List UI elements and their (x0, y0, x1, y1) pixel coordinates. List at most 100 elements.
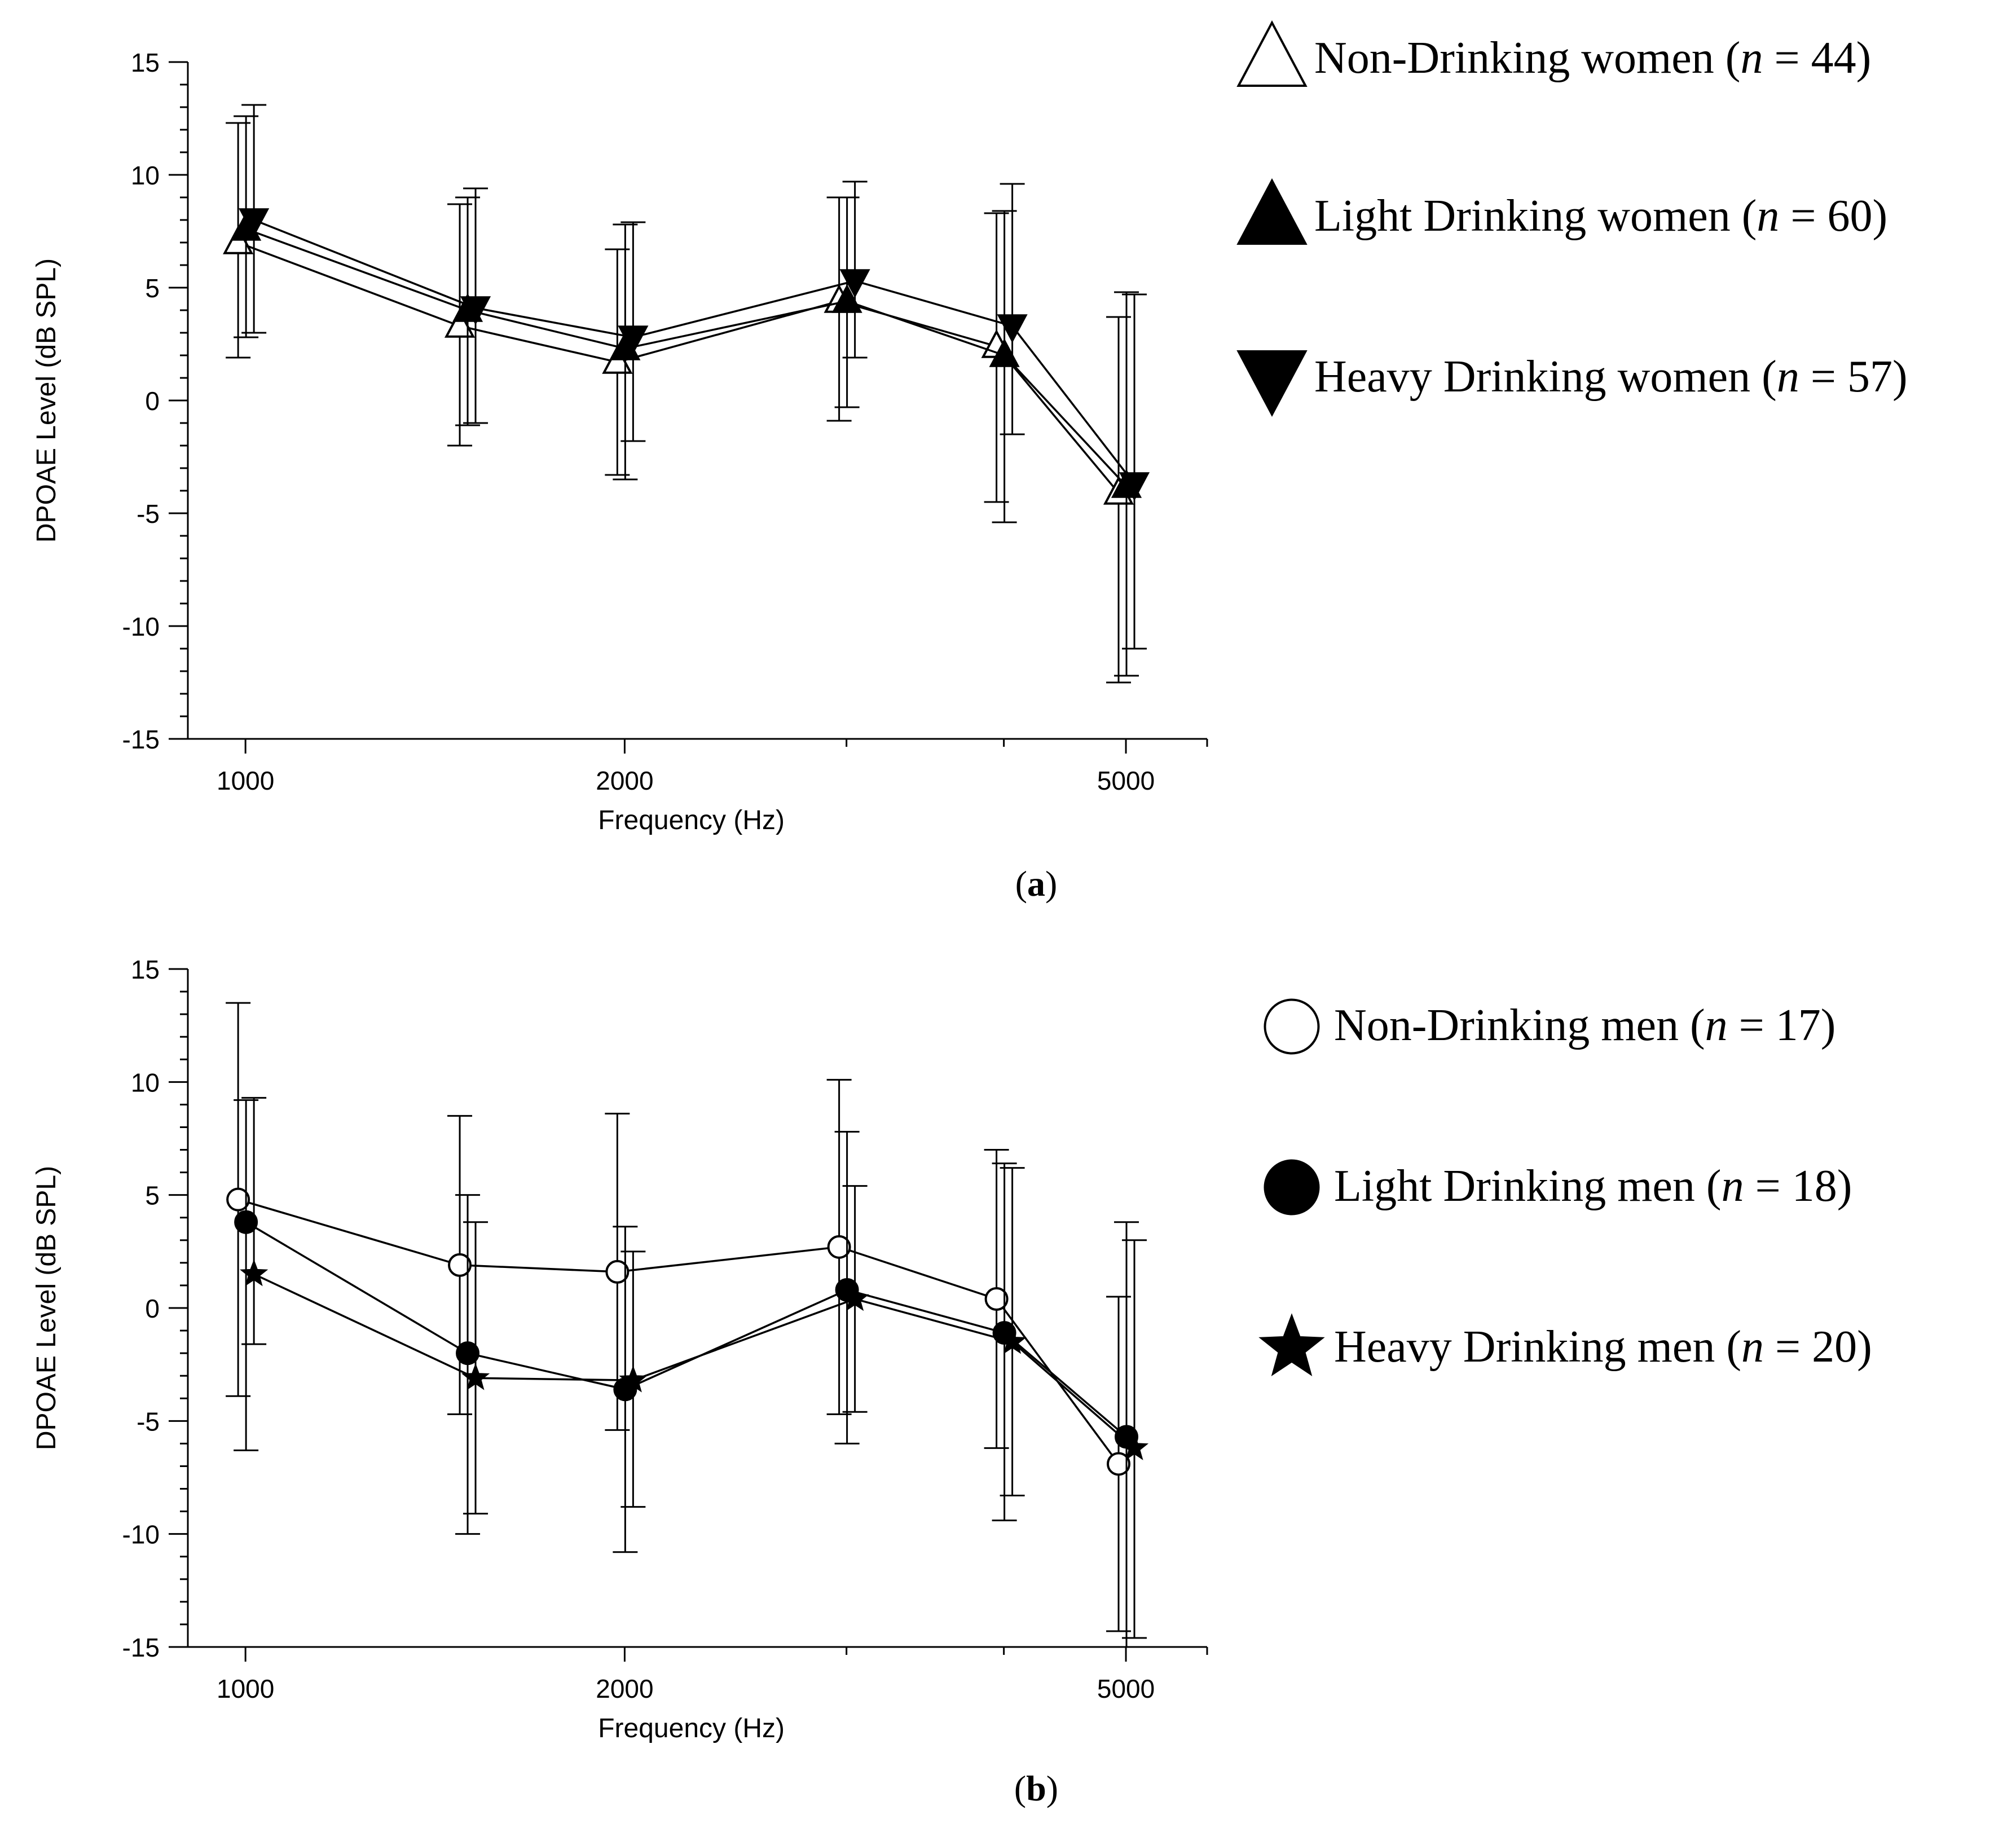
legend-item: Non-Drinking women (n = 44) (1236, 20, 1872, 87)
chart-panel-b: 15 10 5 0 -5 -10 -15 1000 2000 5000 Frequency (Hz)… (32, 955, 1872, 1808)
legend-item: Light Drinking men (n = 18) (1264, 1159, 1852, 1215)
legend-marker (1236, 178, 1308, 245)
series-2 (239, 104, 1150, 650)
caption-letter: a (1027, 864, 1045, 904)
data-point (619, 1365, 648, 1393)
y-tick-label: 15 (131, 955, 160, 984)
data-point (831, 284, 862, 313)
caption-close: ) (1045, 864, 1057, 904)
series-1 (234, 1099, 1139, 1648)
legend-marker (1236, 20, 1308, 87)
data-point (618, 325, 649, 355)
legend-count: 60 (1827, 191, 1872, 241)
legend-label: Light Drinking women (n = 60) (1314, 191, 1887, 241)
legend-item: Non-Drinking men (n = 17) (1264, 998, 1835, 1055)
legend-n-symbol: n (1777, 352, 1799, 402)
panel-caption: (a) (1015, 864, 1058, 904)
legend-item: Heavy Drinking men (n = 20) (1258, 1313, 1872, 1377)
legend-label: Light Drinking men (n = 18) (1334, 1161, 1852, 1211)
series-line (253, 219, 1135, 485)
data-point (444, 309, 476, 338)
y-axis-label: DPOAE Level (dB SPL) (32, 1166, 61, 1450)
data-point (448, 1253, 472, 1277)
legend-item: Heavy Drinking women (n = 57) (1236, 350, 1908, 417)
y-tick-label: -5 (137, 1407, 160, 1436)
data-point (840, 1284, 869, 1311)
series-line (245, 1221, 1128, 1438)
data-point (605, 1259, 630, 1284)
legend-name: Heavy Drinking men (1334, 1322, 1715, 1372)
legend: Non-Drinking women (n = 44)Light Drinkin… (1236, 20, 1908, 417)
y-tick-label: 0 (145, 386, 160, 416)
legend-paren-close: ) (1837, 1161, 1852, 1211)
legend-item: Light Drinking women (n = 60) (1236, 178, 1887, 245)
series-line (253, 1273, 1135, 1449)
x-tick-label: 1000 (217, 1674, 274, 1703)
y-tick-label: -10 (122, 1520, 160, 1549)
x-tick-label: 2000 (596, 1674, 653, 1703)
legend-paren-close: ) (1857, 1322, 1872, 1372)
legend-marker (1264, 1159, 1320, 1215)
data-point (239, 208, 270, 237)
legend-name: Non-Drinking men (1334, 1001, 1679, 1050)
legend-paren: ( (1679, 1001, 1705, 1050)
x-axis-label: Frequency (Hz) (598, 805, 785, 835)
y-tick-label: 10 (131, 1068, 160, 1097)
legend-count: 57 (1847, 352, 1892, 402)
caption-open: ( (1015, 864, 1027, 904)
data-point (1120, 1433, 1149, 1460)
y-tick-label: 5 (145, 1181, 160, 1210)
data-point (460, 296, 491, 325)
data-point (1107, 1452, 1131, 1476)
legend-paren: ( (1714, 33, 1741, 83)
legend-name: Light Drinking men (1334, 1161, 1695, 1211)
legend-n-symbol: n (1722, 1161, 1744, 1211)
legend-paren: ( (1731, 191, 1757, 241)
series-2 (239, 1096, 1149, 1639)
legend-paren: ( (1695, 1161, 1722, 1211)
legend-label: Heavy Drinking men (n = 20) (1334, 1322, 1872, 1372)
legend-paren: ( (1750, 352, 1777, 402)
x-tick-label: 5000 (1097, 1674, 1155, 1703)
legend-n-symbol: n (1740, 33, 1763, 83)
legend-eq: = (1764, 1322, 1812, 1372)
series-line (237, 1199, 1120, 1465)
legend-count: 20 (1812, 1322, 1857, 1372)
y-axis-label: DPOAE Level (dB SPL) (32, 258, 61, 543)
legend-paren-close: ) (1872, 191, 1887, 241)
data-point (839, 269, 870, 298)
data-point (461, 1363, 490, 1390)
legend-eq: = (1728, 1001, 1776, 1050)
legend-n-symbol: n (1741, 1322, 1764, 1372)
x-axis-label: Frequency (Hz) (598, 1714, 785, 1743)
legend-paren-close: ) (1821, 1001, 1836, 1050)
legend-eq: = (1779, 191, 1827, 241)
legend-n-symbol: n (1705, 1001, 1728, 1050)
y-tick-label: 10 (131, 161, 160, 190)
data-point (989, 338, 1020, 367)
legend-name: Heavy Drinking women (1314, 352, 1750, 402)
caption-open: ( (1014, 1768, 1026, 1808)
y-tick-label: -10 (122, 612, 160, 641)
panel-caption: (b) (1014, 1768, 1058, 1808)
legend-paren-close: ) (1856, 33, 1872, 83)
y-tick-label: -15 (122, 725, 160, 754)
legend-label: Non-Drinking men (n = 17) (1334, 1001, 1835, 1050)
data-point (226, 1187, 250, 1212)
legend-name: Light Drinking women (1314, 191, 1731, 241)
y-tick-label: -5 (137, 499, 160, 528)
caption-letter: b (1026, 1768, 1046, 1808)
y-tick-label: -15 (122, 1633, 160, 1662)
series-line (237, 241, 1120, 494)
series-1 (231, 115, 1142, 677)
legend-name: Non-Drinking women (1314, 33, 1714, 83)
legend-marker (1236, 350, 1308, 417)
legend-paren-close: ) (1892, 352, 1908, 402)
data-point (997, 314, 1028, 343)
legend-count: 18 (1792, 1161, 1837, 1211)
legend-count: 44 (1811, 33, 1856, 83)
legend-eq: = (1763, 33, 1811, 83)
legend-marker (1258, 1313, 1325, 1377)
y-tick-label: 15 (131, 48, 160, 77)
